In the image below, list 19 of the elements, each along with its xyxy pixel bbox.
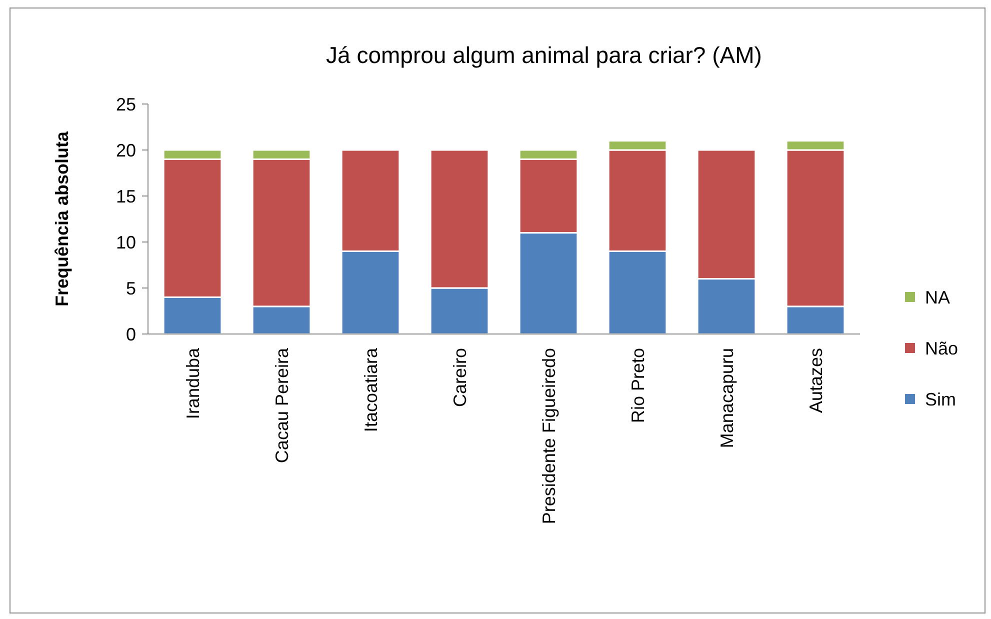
legend-label: Sim (925, 389, 956, 410)
legend-label: Não (925, 338, 958, 358)
y-tick-label: 15 (116, 186, 136, 206)
y-tick-label: 10 (116, 232, 136, 252)
x-tick-label: Autazes (806, 348, 826, 414)
y-tick-label: 25 (116, 94, 136, 114)
x-tick-label: Iranduba (182, 347, 203, 420)
y-tick-label: 20 (116, 140, 136, 160)
x-tick-label: Presidente Figueiredo (538, 348, 559, 524)
chart-title: Já comprou algum animal para criar? (AM) (326, 42, 762, 68)
x-tick-label: Rio Preto (628, 348, 648, 424)
x-tick-label: Manacapuru (716, 348, 737, 448)
x-tick-label: Itacoatiara (360, 347, 381, 432)
y-tick-label: 5 (126, 278, 136, 298)
legend-label: NA (925, 287, 950, 308)
x-tick-label: Careiro (450, 348, 470, 408)
x-tick-label: Cacau Pereira (272, 347, 292, 464)
y-tick-label: 0 (126, 324, 136, 344)
y-axis-title: Frequência absoluta (52, 130, 72, 307)
